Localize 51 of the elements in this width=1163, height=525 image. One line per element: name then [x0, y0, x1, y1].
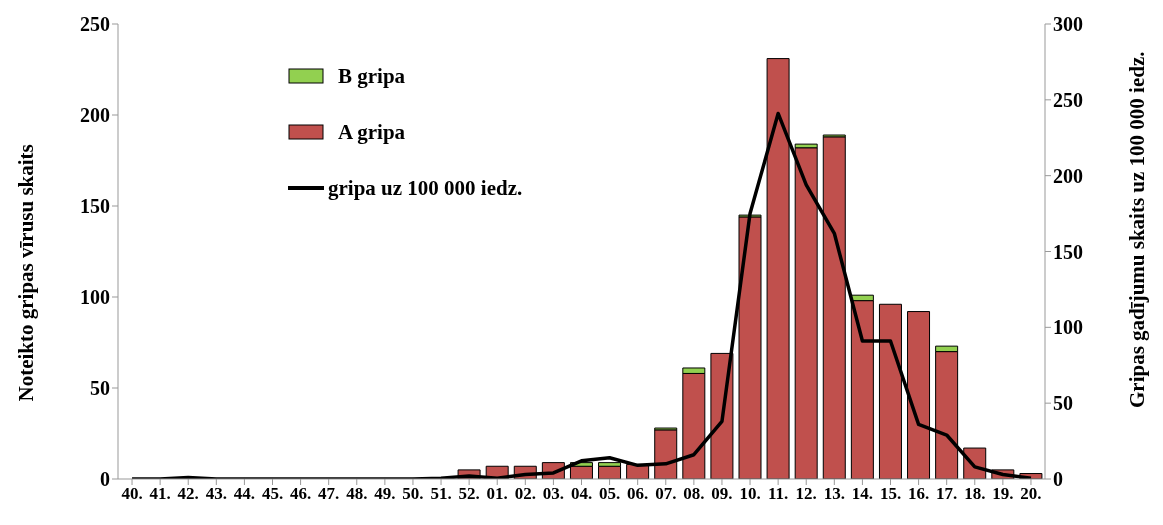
x-tick-label: 44. — [233, 484, 256, 504]
x-tick-label: 18. — [964, 484, 986, 504]
x-tick-label: 48. — [346, 484, 368, 504]
x-tick-label: 04. — [570, 484, 593, 504]
legend-label: B gripa — [338, 63, 406, 89]
x-tick-label: 49. — [374, 484, 396, 504]
x-tick-label: 01. — [486, 484, 508, 504]
x-tick-label: 07. — [655, 484, 677, 504]
y2-tick-label: 150 — [1053, 240, 1083, 263]
y-tick-label: 250 — [80, 13, 110, 36]
x-tick-label: 20. — [1020, 484, 1042, 504]
y-tick-label: 200 — [80, 104, 110, 127]
x-tick-label: 14. — [851, 484, 874, 504]
x-tick-label: 06. — [627, 484, 649, 504]
y2-tick-label: 300 — [1053, 13, 1083, 36]
x-tick-label: 17. — [936, 484, 958, 504]
x-tick-label: 02. — [514, 484, 536, 504]
x-tick-label: 19. — [992, 484, 1014, 504]
y-tick-label: 0 — [100, 468, 110, 491]
y2-tick-label: 0 — [1053, 468, 1063, 491]
x-tick-label: 52. — [458, 484, 480, 504]
x-tick-label: 47. — [318, 484, 340, 504]
y-tick-label: 100 — [80, 286, 110, 309]
y-tick-label: 150 — [80, 195, 110, 218]
x-tick-label: 10. — [739, 484, 761, 504]
x-tick-label: 41. — [149, 484, 171, 504]
y-tick-label: 50 — [90, 377, 110, 400]
x-tick-label: 05. — [598, 484, 621, 504]
x-tick-label: 03. — [542, 484, 565, 504]
y2-tick-label: 100 — [1053, 316, 1083, 339]
x-tick-label: 46. — [289, 484, 312, 504]
x-tick-label: 42. — [177, 484, 199, 504]
x-tick-label: 51. — [430, 484, 452, 504]
x-tick-label: 08. — [683, 484, 705, 504]
x-tick-label: 12. — [795, 484, 817, 504]
x-tick-label: 09. — [711, 484, 733, 504]
x-tick-label: 40. — [121, 484, 143, 504]
x-tick-label: 15. — [879, 484, 902, 504]
x-tick-label: 16. — [907, 484, 930, 504]
y2-tick-label: 250 — [1053, 88, 1083, 111]
x-tick-label: 50. — [402, 484, 424, 504]
legend-label: A gripa — [338, 119, 406, 145]
y2-tick-label: 50 — [1053, 392, 1073, 415]
y2-tick-label: 200 — [1053, 164, 1083, 187]
x-tick-label: 43. — [205, 484, 227, 504]
y-axis-title: Noteikto gripas vīrusu skaits — [14, 144, 39, 402]
y2-axis-title: Gripas gadījumu skaits uz 100 000 iedz. — [1125, 51, 1150, 408]
x-tick-label: 45. — [261, 484, 284, 504]
x-tick-label: 13. — [823, 484, 845, 504]
legend-label: gripa uz 100 000 iedz. — [328, 175, 523, 201]
x-tick-label: 11. — [767, 484, 789, 504]
